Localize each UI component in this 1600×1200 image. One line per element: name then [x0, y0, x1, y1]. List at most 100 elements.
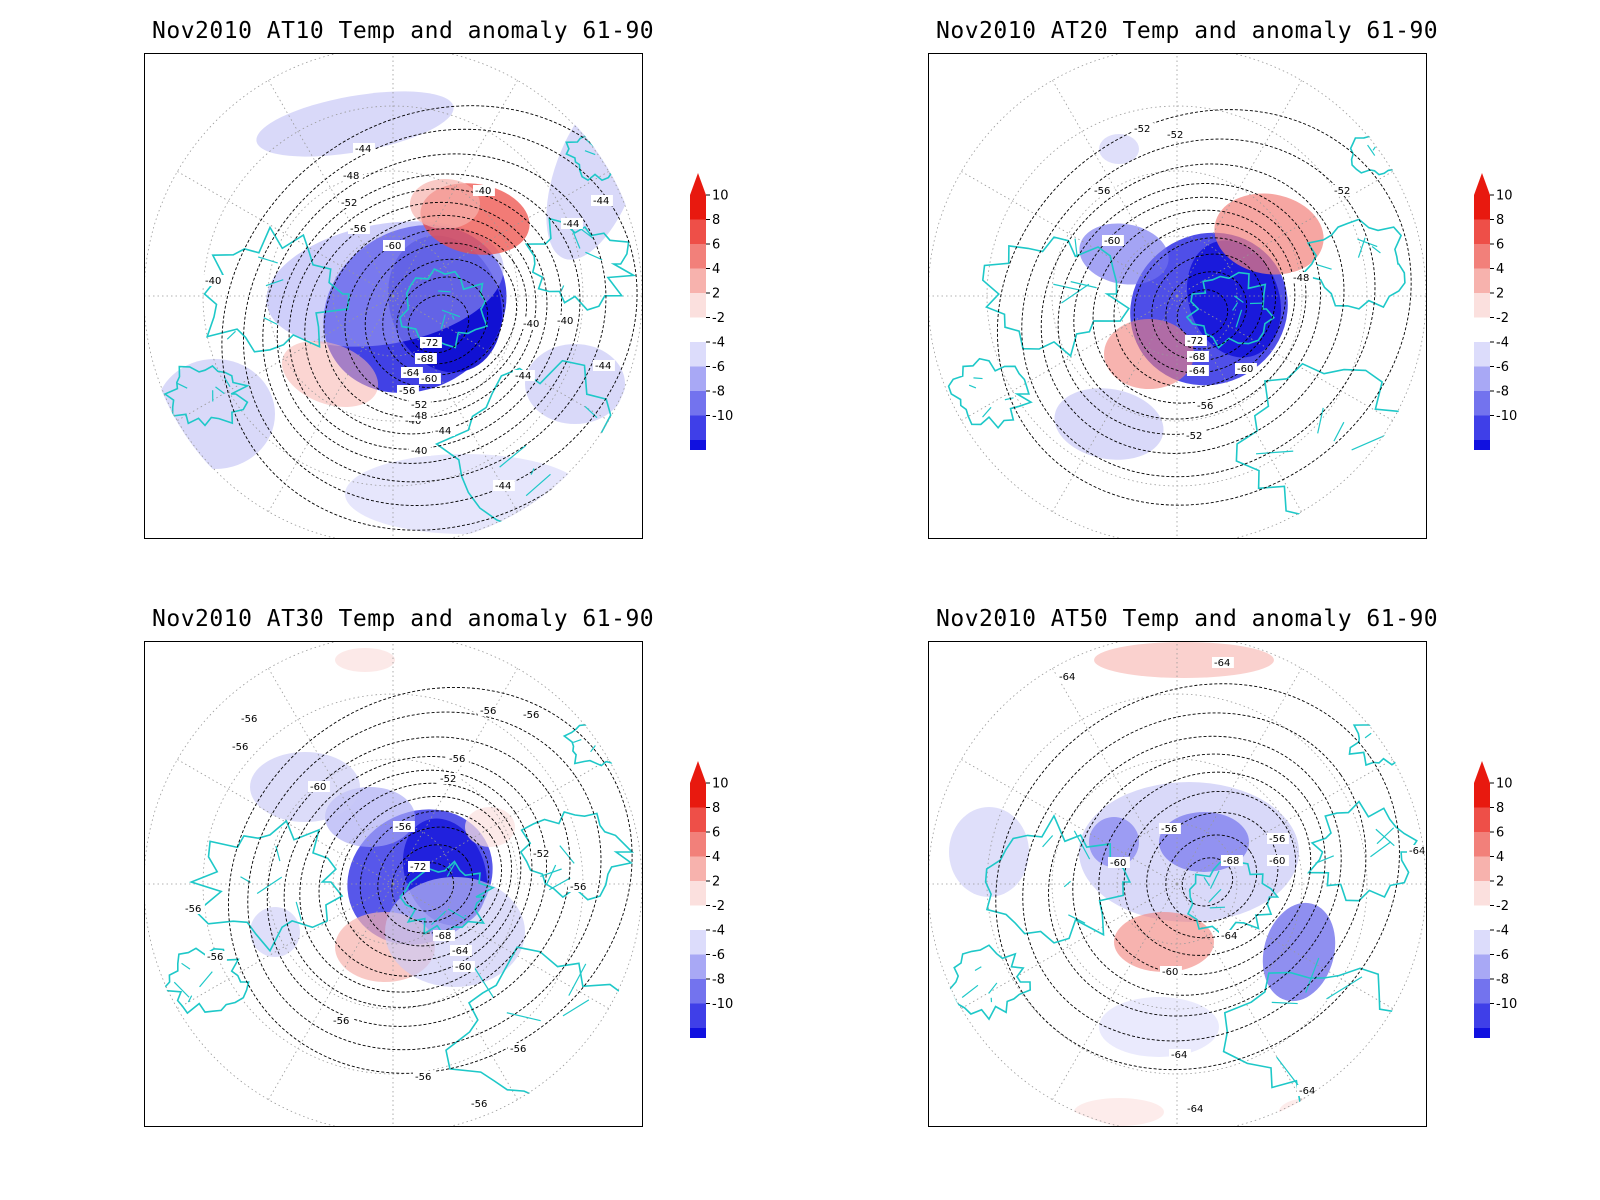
colorbar-top-arrow	[690, 761, 706, 783]
colorbar-segment	[690, 366, 706, 391]
country-border	[1053, 283, 1080, 291]
country-border	[590, 745, 596, 753]
country-border	[974, 966, 982, 972]
country-border	[973, 377, 983, 380]
colorbar-segment	[1474, 856, 1490, 881]
contour-label: -56	[523, 710, 539, 721]
contour-label-bg	[239, 713, 261, 724]
country-border	[1376, 827, 1395, 845]
longitude-line	[1176, 883, 1308, 1110]
contour-label-bg	[438, 773, 460, 784]
temperature-contour	[228, 686, 633, 1074]
contour-label: -56	[241, 714, 257, 725]
contour-label-bg	[230, 741, 252, 752]
contour-label-bg	[453, 961, 475, 972]
contour-label-bg	[1187, 365, 1209, 376]
country-border	[199, 971, 213, 988]
colorbar-label: -4	[1496, 336, 1509, 351]
colorbar-label: -10	[1496, 997, 1517, 1012]
colorbar-label: 10	[712, 189, 729, 204]
colorbar-label: 6	[1496, 826, 1504, 841]
country-border	[223, 376, 231, 388]
colorbar-label: 6	[712, 238, 720, 253]
country-border	[1387, 740, 1394, 751]
longitude-line	[392, 658, 524, 885]
longitude-line	[262, 883, 394, 1110]
map-content: -56 -56 -56 -56 -60 -56 -52 -56 -72 -52 -56 -68-64 -…	[145, 642, 642, 1126]
contour-label: -52	[411, 400, 427, 411]
country-border	[549, 877, 571, 891]
contour-label-bg	[433, 425, 455, 436]
colorbar-segment	[690, 415, 706, 440]
country-border	[446, 862, 456, 877]
country-border	[1357, 237, 1366, 258]
country-border	[1379, 730, 1390, 733]
contour-label: -56	[480, 706, 496, 717]
colorbar-bottom-arrow	[690, 1028, 706, 1038]
contour-label-bg	[205, 951, 227, 962]
contour-label-bg	[1092, 185, 1114, 196]
country-border	[1305, 957, 1320, 993]
contour-label-bg	[393, 821, 415, 832]
anomaly-shading	[281, 341, 379, 407]
longitude-line	[392, 295, 619, 427]
coastline	[160, 947, 250, 1015]
polar-map: -52 -52 -56 -60 -52 -48 -72 -68 -64 -60 -56 -52	[929, 54, 1426, 538]
country-border	[1209, 870, 1220, 889]
colorbar-label: 6	[1496, 238, 1504, 253]
country-border	[570, 227, 581, 249]
contour-label-bg	[409, 399, 431, 410]
contour-label: -64	[403, 368, 419, 379]
colorbar-segment	[1474, 979, 1490, 1004]
panel-title: Nov2010 AT10 Temp and anomaly 61-90	[152, 18, 655, 44]
colorbar-label: 8	[1496, 213, 1504, 228]
contour-label-bg	[339, 197, 361, 208]
country-border	[1255, 450, 1294, 455]
colorbar-label: 8	[712, 213, 720, 228]
latitude-circle	[1051, 170, 1303, 422]
colorbar-label: -2	[712, 311, 725, 326]
contour-label: -60	[310, 782, 326, 793]
latitude-circle	[267, 170, 519, 422]
country-border	[275, 845, 281, 862]
country-border	[1316, 264, 1332, 270]
country-border	[968, 384, 977, 389]
colorbar-label: -6	[712, 360, 725, 375]
colorbar-segment	[690, 881, 706, 906]
contour-label-bg	[1160, 966, 1182, 977]
anomaly-shading	[1094, 642, 1274, 678]
contour-label: -56	[232, 742, 248, 753]
country-border	[584, 405, 598, 419]
longitude-line	[1176, 165, 1403, 297]
country-border	[1370, 841, 1392, 858]
colorbar-label: 10	[1496, 189, 1513, 204]
contour-label-bg	[568, 881, 590, 892]
contour-label: -52	[440, 774, 456, 785]
longitude-line	[392, 883, 619, 1015]
longitude-line	[1176, 658, 1308, 885]
colorbar-segment	[690, 342, 706, 367]
country-border	[1379, 728, 1384, 736]
longitude-line	[1046, 883, 1178, 1110]
colorbar-label: -6	[712, 948, 725, 963]
country-border	[1042, 835, 1054, 848]
country-border	[1367, 144, 1376, 156]
colorbar-segment	[690, 244, 706, 269]
colorbar-segment	[690, 954, 706, 979]
contour-label-bg	[1185, 1103, 1207, 1114]
colorbar-segment	[1474, 930, 1490, 955]
contour-label-bg	[433, 930, 455, 941]
colorbar-segment	[1474, 293, 1490, 318]
colorbar-label: -10	[712, 997, 733, 1012]
contour-label: -64	[1221, 931, 1237, 942]
country-border	[568, 963, 587, 996]
anomaly-shading	[385, 877, 525, 987]
temperature-contour	[262, 153, 607, 483]
country-border	[181, 962, 191, 970]
temperature-contour	[382, 258, 505, 376]
colorbar-segment	[1474, 783, 1490, 808]
colorbar-label: -10	[712, 409, 733, 424]
longitude-line	[167, 883, 394, 1015]
contour-label: -72	[1187, 336, 1203, 347]
colorbar-label: -2	[1496, 311, 1509, 326]
